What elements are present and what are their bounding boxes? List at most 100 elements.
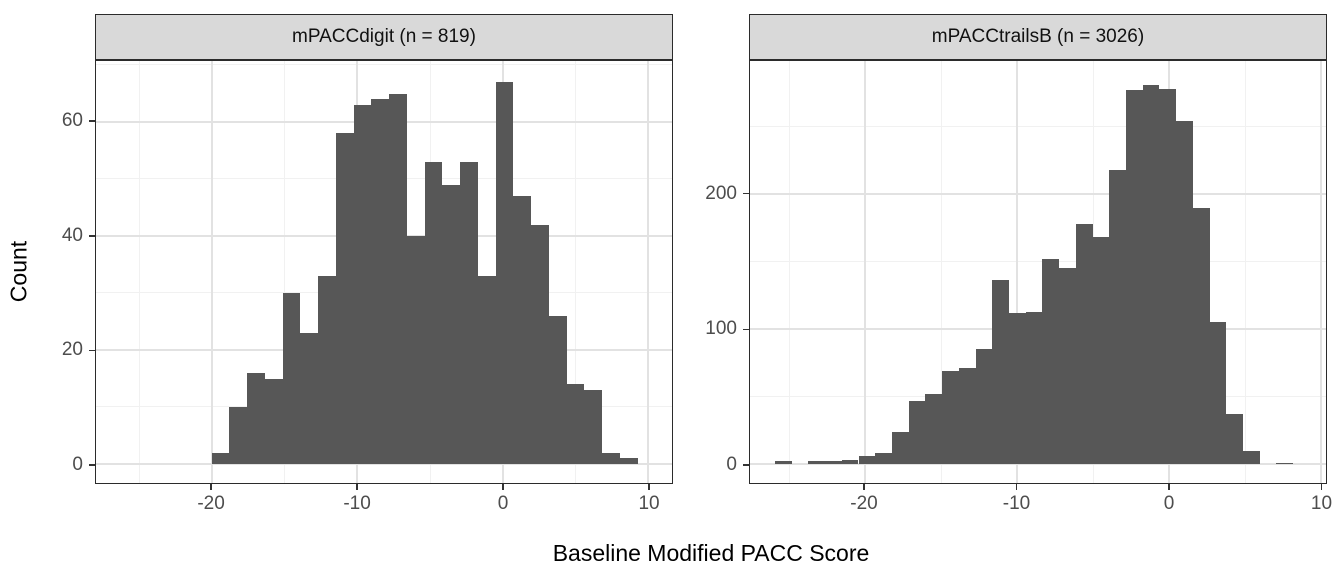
histogram-bar (1008, 312, 1026, 465)
x-tick-label: -10 (343, 493, 371, 514)
y-tick-label: 100 (705, 318, 737, 340)
histogram-bar (335, 133, 354, 465)
y-tick-mark (89, 349, 95, 352)
x-tick-label: 10 (638, 493, 660, 514)
gridline-y-major (750, 193, 1326, 196)
x-tick-mark (863, 484, 865, 490)
histogram-bar (774, 461, 792, 465)
histogram-bar (406, 236, 425, 465)
histogram-bar (424, 161, 443, 465)
y-tick-label: 0 (72, 453, 83, 475)
histogram-bar (247, 372, 265, 465)
histogram-bar (1243, 450, 1260, 465)
histogram-bar (1176, 121, 1193, 465)
y-tick-label: 200 (705, 182, 737, 204)
y-tick-mark (743, 464, 749, 466)
x-tick-label: -20 (850, 493, 878, 514)
histogram-bar (548, 315, 567, 465)
x-tick-label: -20 (197, 493, 225, 514)
histogram-bar (908, 400, 926, 465)
histogram-bar (1025, 311, 1043, 465)
histogram-bar (942, 370, 959, 465)
gridline-y-minor (750, 260, 1326, 262)
x-tick-label: 0 (1163, 493, 1175, 514)
y-tick-mark (89, 464, 95, 466)
gridline-y-minor (96, 64, 672, 65)
x-tick-mark (502, 484, 504, 490)
histogram-bar (371, 99, 390, 465)
histogram-bar (318, 275, 336, 465)
histogram-bar (1042, 258, 1060, 465)
histogram-bar (958, 368, 976, 465)
x-tick-label: -10 (1002, 493, 1031, 514)
x-tick-mark (1015, 484, 1018, 490)
gridline-x-minor (940, 61, 942, 483)
histogram-bar (992, 280, 1009, 465)
histogram-bar (264, 378, 283, 465)
gridline-x-major (1319, 61, 1322, 483)
facet-panel (95, 60, 673, 484)
histogram-bar (1109, 169, 1126, 465)
histogram-bar (825, 461, 842, 465)
histogram-bar (531, 224, 549, 465)
gridline-x-minor (138, 61, 140, 483)
histogram-bar (495, 82, 514, 465)
histogram-bar (619, 458, 638, 465)
gridline-x-major (863, 61, 866, 483)
histogram-bar (211, 452, 230, 465)
x-tick-label: 0 (497, 493, 509, 514)
histogram-bar (389, 93, 407, 465)
histogram-bar (808, 461, 826, 465)
x-tick-mark (1168, 484, 1170, 490)
histogram-bar (282, 293, 301, 465)
y-tick-mark (743, 192, 749, 195)
x-tick-label: 10 (1310, 493, 1333, 514)
histogram-bar (442, 184, 461, 465)
histogram-bar (300, 332, 319, 465)
facet-panel (749, 60, 1327, 484)
histogram-bar (1125, 90, 1143, 465)
histogram-bar (875, 453, 892, 465)
histogram-bar (513, 196, 532, 465)
gridline-x-major (1015, 61, 1018, 483)
gridline-x-major (647, 61, 650, 483)
gridline-x-major (210, 61, 213, 483)
y-tick-label: 20 (61, 339, 83, 361)
histogram-bar (477, 275, 496, 465)
x-tick-mark (648, 484, 650, 490)
gridline-x-minor (1244, 61, 1246, 483)
x-tick-mark (210, 484, 212, 490)
y-axis-title: Count (5, 240, 32, 303)
y-tick-mark (89, 235, 95, 237)
y-tick-label: 40 (61, 224, 83, 246)
histogram-bar (353, 104, 372, 465)
gridline-x-minor (788, 61, 790, 483)
histogram-bar (229, 407, 248, 465)
histogram-bar (975, 349, 993, 465)
y-tick-label: 60 (61, 110, 83, 132)
histogram-bar (858, 456, 876, 465)
histogram-bar (584, 389, 603, 465)
histogram-bar (1276, 462, 1294, 465)
histogram-bar (460, 161, 478, 465)
histogram-bar (891, 431, 909, 465)
gridline-x-minor (284, 61, 286, 483)
histogram-bar (1075, 223, 1093, 465)
y-tick-label: 0 (726, 454, 737, 475)
x-axis-title: Baseline Modified PACC Score (552, 540, 870, 566)
histogram-bar (925, 393, 943, 465)
x-tick-mark (356, 484, 358, 490)
histogram-bar (602, 452, 620, 465)
gridline-y-minor (750, 125, 1326, 127)
y-tick-mark (89, 120, 95, 123)
histogram-bar (1159, 88, 1177, 465)
histogram-bar (1192, 207, 1210, 465)
facet-strip: mPACCdigit (n = 819) (95, 14, 673, 60)
histogram-bar (566, 384, 585, 465)
histogram-bar (1226, 414, 1243, 465)
histogram-bar (1142, 84, 1160, 465)
facet-strip: mPACCtrailsB (n = 3026) (749, 14, 1327, 60)
histogram-bar (841, 460, 859, 465)
gridline-y-major (96, 463, 672, 466)
